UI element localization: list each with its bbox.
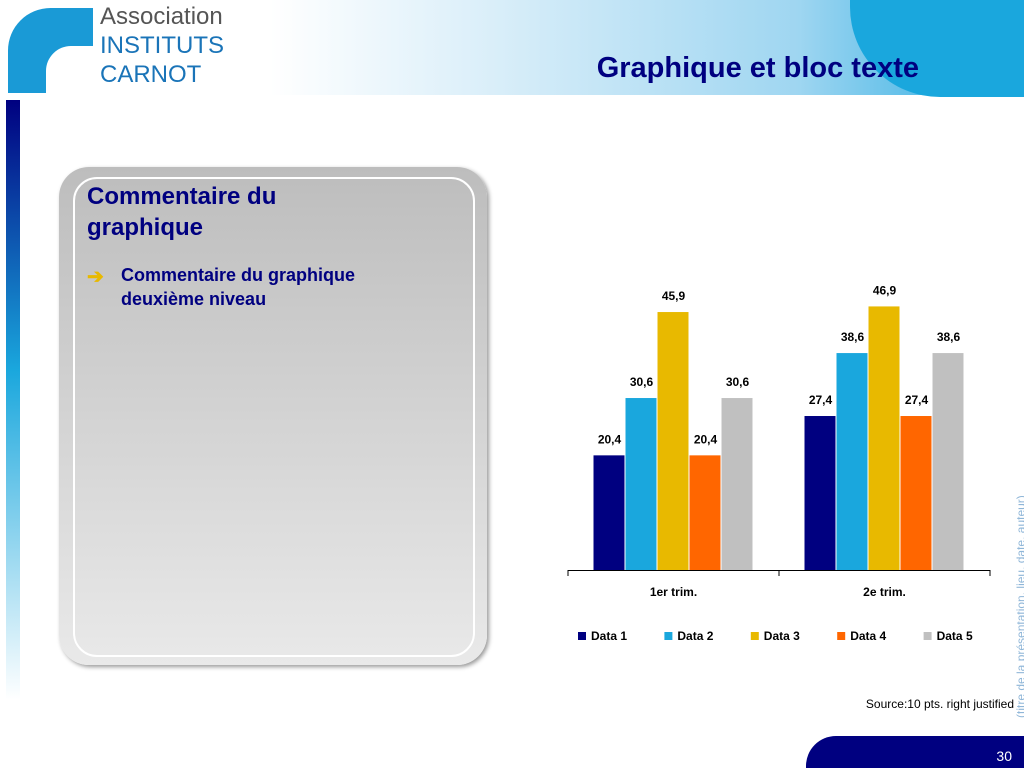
comment-heading: Commentaire du graphique [87,183,277,241]
legend-swatch [750,632,759,640]
data-label: 45,9 [662,289,686,303]
legend-label: Data 2 [677,629,713,643]
comment-box: Commentaire du graphique ➔ Commentaire d… [59,167,487,665]
logo-line: Association [100,3,223,30]
legend-swatch [664,632,673,640]
legend-swatch [578,632,586,640]
logo-line: INSTITUTS [100,32,224,59]
comment-box-inner [73,177,475,657]
bar [868,306,900,570]
bar [625,398,657,570]
data-label: 46,9 [873,284,897,298]
bar [593,455,625,570]
data-label: 27,4 [905,393,929,407]
logo-line: CARNOT [100,61,202,88]
data-label: 30,6 [630,375,654,389]
legend-swatch [923,632,932,640]
data-label: 20,4 [694,433,718,447]
bullet-arrow: ➔ [87,266,104,288]
bar [836,353,868,570]
data-label: 38,6 [841,330,865,344]
legend-label: Data 5 [937,629,973,643]
legend-label: Data 1 [591,629,627,643]
x-tick-label: 2e trim. [863,585,906,599]
footer-band [806,736,1024,768]
bar [657,312,689,570]
bar [689,455,721,570]
legend-label: Data 3 [764,629,800,643]
logo-text: Association INSTITUTS CARNOT [100,2,224,89]
logo-shape-inner [46,46,96,96]
slide-title: Graphique et bloc texte [596,52,919,84]
legend-label: Data 4 [850,629,886,643]
data-label: 30,6 [726,375,750,389]
left-stripe [6,100,20,700]
legend-swatch [837,632,846,640]
page-number: 30 [996,748,1012,764]
bar [900,416,932,570]
data-label: 38,6 [937,330,961,344]
data-label: 27,4 [809,393,833,407]
bar [721,398,753,570]
bar [932,353,964,570]
comment-bullet: Commentaire du graphique deuxième niveau [121,265,356,309]
source-note: Source:10 pts. right justified [865,697,1014,711]
x-tick-label: 1er trim. [650,585,697,599]
bar [804,416,836,570]
data-label: 20,4 [598,433,622,447]
